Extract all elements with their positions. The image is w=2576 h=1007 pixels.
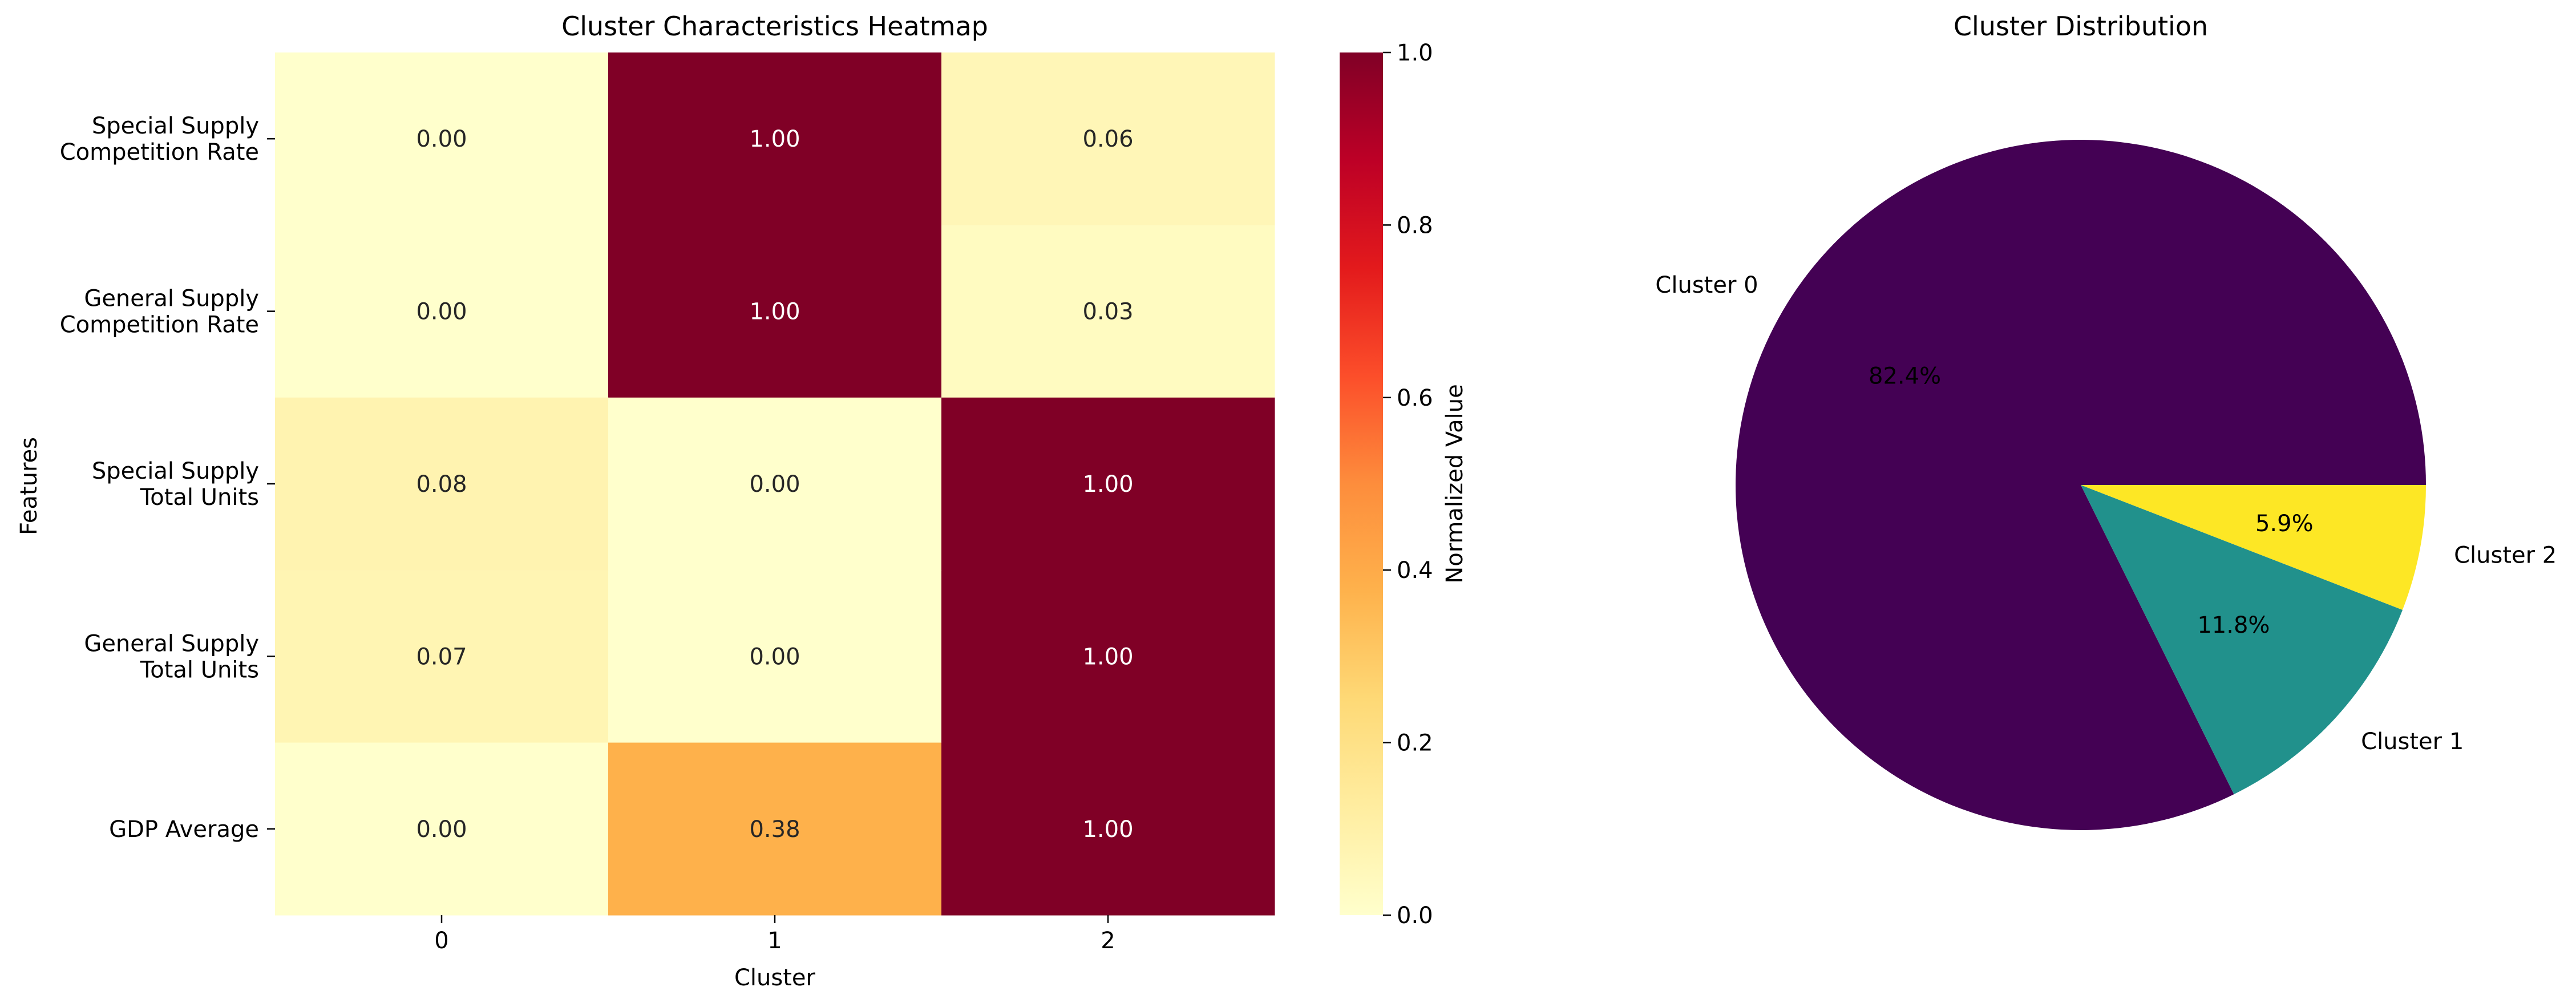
heatmap-y-tick-label: Competition Rate <box>60 312 259 338</box>
heatmap-cell-value: 1.00 <box>1082 471 1133 498</box>
pie-slice-label: Cluster 1 <box>2361 729 2464 755</box>
heatmap-cell-value: 0.03 <box>1082 299 1133 325</box>
heatmap-cell <box>275 225 609 398</box>
heatmap-cell <box>275 570 609 743</box>
heatmap-cell-value: 0.00 <box>416 816 467 843</box>
pie-slice-percent: 11.8% <box>2197 612 2270 638</box>
heatmap-y-tick-label: Special Supply <box>92 458 259 484</box>
heatmap-cell-value: 0.00 <box>749 644 800 670</box>
heatmap-cell <box>275 397 609 571</box>
colorbar-tick-label: 0.0 <box>1397 903 1433 929</box>
heatmap-cell <box>275 742 609 916</box>
heatmap-y-tick-label: GDP Average <box>109 816 259 843</box>
colorbar-tick-label: 0.6 <box>1397 385 1433 411</box>
pie-slice-percent: 5.9% <box>2255 511 2314 537</box>
pie-slice-label: Cluster 0 <box>1655 272 1758 298</box>
heatmap-cell <box>608 52 942 225</box>
colorbar-tick-label: 1.0 <box>1397 40 1433 66</box>
heatmap-y-tick-label: Total Units <box>140 484 259 511</box>
heatmap-cell <box>941 52 1275 225</box>
pie-slice <box>1735 140 2426 831</box>
pie-chart: Cluster Distribution Cluster 082.4%Clust… <box>1655 11 2557 831</box>
heatmap-chart: Cluster Characteristics Heatmap 0.00 1.00… <box>16 11 1275 991</box>
pie-slice <box>2081 485 2403 795</box>
heatmap-cell-value: 0.08 <box>416 471 467 498</box>
heatmap-cell-value: 0.06 <box>1082 126 1133 152</box>
colorbar-tick-label: 0.8 <box>1397 212 1433 238</box>
pie-labels: Cluster 0 82.4% Cluster 1 11.8% Cluster 2 5.9… <box>1655 272 2557 755</box>
heatmap-cell <box>941 570 1275 743</box>
pie-title: Cluster Distribution <box>1954 11 2208 42</box>
heatmap-cell <box>941 397 1275 571</box>
heatmap-cell-value: 0.00 <box>416 126 467 152</box>
heatmap-cell-value: 0.07 <box>416 644 467 670</box>
heatmap-x-axis-label: Cluster <box>734 965 816 991</box>
heatmap-cell-value: 1.00 <box>749 299 800 325</box>
heatmap-y-axis-label: Features <box>16 437 42 535</box>
colorbar-tick-label: 0.2 <box>1397 730 1433 757</box>
heatmap-y-tick-label: Special Supply <box>92 113 259 139</box>
pie-slices <box>1735 140 2426 831</box>
heatmap-y-tick-label: Competition Rate <box>60 139 259 165</box>
heatmap-x-tick-labels: 0 1 2 <box>434 915 1115 954</box>
heatmap-cell <box>608 742 942 916</box>
heatmap-cell-value: 0.00 <box>749 471 800 498</box>
heatmap-x-tick-label: 2 <box>1101 928 1115 954</box>
pie-slice <box>2081 485 2426 610</box>
colorbar-tick-label: 0.4 <box>1397 557 1433 584</box>
heatmap-cell <box>941 742 1275 916</box>
colorbar: 0.0 0.2 0.4 0.6 0.8 1.0 Normalized Value <box>1340 40 1468 929</box>
colorbar-label: Normalized Value <box>1442 384 1468 583</box>
heatmap-title: Cluster Characteristics Heatmap <box>561 11 988 42</box>
heatmap-y-tick-label: Total Units <box>140 657 259 683</box>
heatmap-cell-value: 1.00 <box>1082 816 1133 843</box>
heatmap-cells: 0.00 1.00 0.06 0.00 1.00 0.03 0.08 0.00 1.00 0.07… <box>275 52 1275 916</box>
heatmap-cell-value: 0.38 <box>749 816 800 843</box>
heatmap-cell-value: 1.00 <box>749 126 800 152</box>
colorbar-ticks: 0.0 0.2 0.4 0.6 0.8 1.0 <box>1383 40 1433 929</box>
pie-slice-label: Cluster 2 <box>2454 543 2557 569</box>
heatmap-cell-value: 0.00 <box>416 299 467 325</box>
heatmap-cell <box>608 225 942 398</box>
heatmap-x-tick-label: 0 <box>434 928 448 954</box>
heatmap-cell <box>941 225 1275 398</box>
heatmap-cell <box>608 570 942 743</box>
heatmap-cell <box>275 52 609 225</box>
heatmap-y-tick-label: General Supply <box>84 286 259 312</box>
heatmap-cell <box>608 397 942 571</box>
heatmap-cell-value: 1.00 <box>1082 644 1133 670</box>
colorbar-gradient <box>1340 52 1383 915</box>
pie-slice-percent: 82.4% <box>1869 363 1941 390</box>
heatmap-x-tick-label: 1 <box>767 928 782 954</box>
heatmap-y-tick-label: General Supply <box>84 630 259 657</box>
